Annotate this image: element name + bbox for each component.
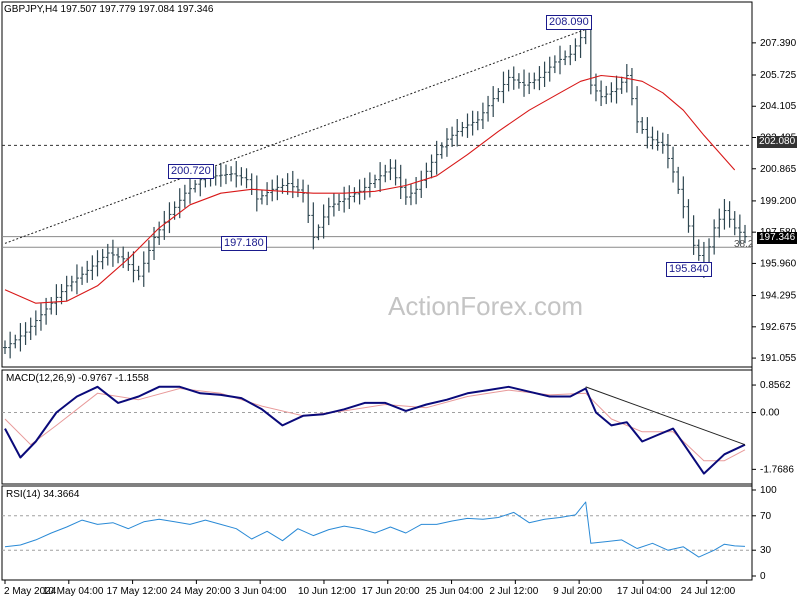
x-tick-label: 25 Jun 04:00 bbox=[426, 586, 484, 597]
moving-average-line bbox=[4, 74, 736, 304]
x-tick-label: 10 Jun 12:00 bbox=[298, 586, 356, 597]
watermark: ActionForex.com bbox=[388, 291, 584, 321]
macd-panel-frame bbox=[1, 369, 753, 485]
symbol-header: GBPJPY,H4 197.507 197.779 197.084 197.34… bbox=[4, 4, 214, 15]
price-panel-frame bbox=[1, 1, 753, 368]
x-tick-label: 10 May 04:00 bbox=[43, 586, 104, 597]
price-trendline bbox=[4, 28, 586, 244]
macd-signal-line bbox=[4, 388, 746, 462]
price-bars bbox=[3, 19, 747, 359]
peak-label: 208.090 bbox=[546, 15, 592, 30]
panel-frames bbox=[1, 1, 753, 581]
fib-marker: 38.2 bbox=[734, 239, 754, 250]
y-axis-ticks: 207.390205.725204.105202.485200.865199.2… bbox=[752, 38, 797, 582]
price-y-tick-label: 199.200 bbox=[760, 196, 797, 207]
price-y-tick-label: 192.675 bbox=[760, 322, 797, 333]
price-y-tick-label: 191.055 bbox=[760, 353, 797, 364]
macd-y-tick-label: 0.8562 bbox=[760, 380, 791, 391]
x-tick-label: 2 May 2024 bbox=[4, 586, 57, 597]
current-price-tag: 197.346 bbox=[757, 232, 798, 244]
swing-high-label: 200.720 bbox=[168, 164, 214, 179]
x-tick-label: 24 Jul 12:00 bbox=[681, 586, 736, 597]
price-overlays bbox=[4, 28, 736, 304]
swing-low-label: 197.180 bbox=[221, 236, 267, 251]
resistance-tag: 202.080 bbox=[757, 136, 798, 148]
macd-trendline bbox=[585, 386, 746, 446]
rsi-panel bbox=[2, 501, 752, 558]
x-tick-label: 9 Jul 20:00 bbox=[553, 586, 602, 597]
rsi-y-tick-label: 0 bbox=[760, 571, 766, 582]
price-y-tick-label: 200.865 bbox=[760, 164, 797, 175]
macd-y-tick-label: 0.00 bbox=[760, 408, 780, 419]
macd-main-line bbox=[4, 385, 746, 475]
price-y-tick-label: 204.105 bbox=[760, 101, 797, 112]
rsi-y-tick-label: 100 bbox=[760, 485, 777, 496]
rsi-panel-frame bbox=[1, 485, 753, 581]
x-tick-label: 17 Jul 04:00 bbox=[617, 586, 672, 597]
macd-panel bbox=[2, 385, 752, 475]
price-y-tick-label: 205.725 bbox=[760, 70, 797, 81]
price-y-tick-label: 194.295 bbox=[760, 291, 797, 302]
rsi-line bbox=[4, 501, 746, 558]
x-tick-label: 17 May 12:00 bbox=[107, 586, 168, 597]
rsi-header: RSI(14) 34.3664 bbox=[6, 489, 80, 500]
grid-lines bbox=[2, 144, 752, 248]
macd-y-tick-label: -1.7686 bbox=[760, 464, 794, 475]
x-tick-label: 2 Jul 12:00 bbox=[489, 586, 538, 597]
macd-header: MACD(12,26,9) -0.9767 -1.1558 bbox=[6, 373, 149, 384]
price-y-tick-label: 207.390 bbox=[760, 38, 797, 49]
x-tick-label: 24 May 20:00 bbox=[170, 586, 231, 597]
recent-low-label: 195.840 bbox=[666, 262, 712, 277]
x-tick-label: 3 Jun 04:00 bbox=[234, 586, 287, 597]
x-tick-label: 17 Jun 20:00 bbox=[362, 586, 420, 597]
rsi-y-tick-label: 30 bbox=[760, 545, 772, 556]
rsi-y-tick-label: 70 bbox=[760, 511, 772, 522]
price-y-tick-label: 195.960 bbox=[760, 258, 797, 269]
